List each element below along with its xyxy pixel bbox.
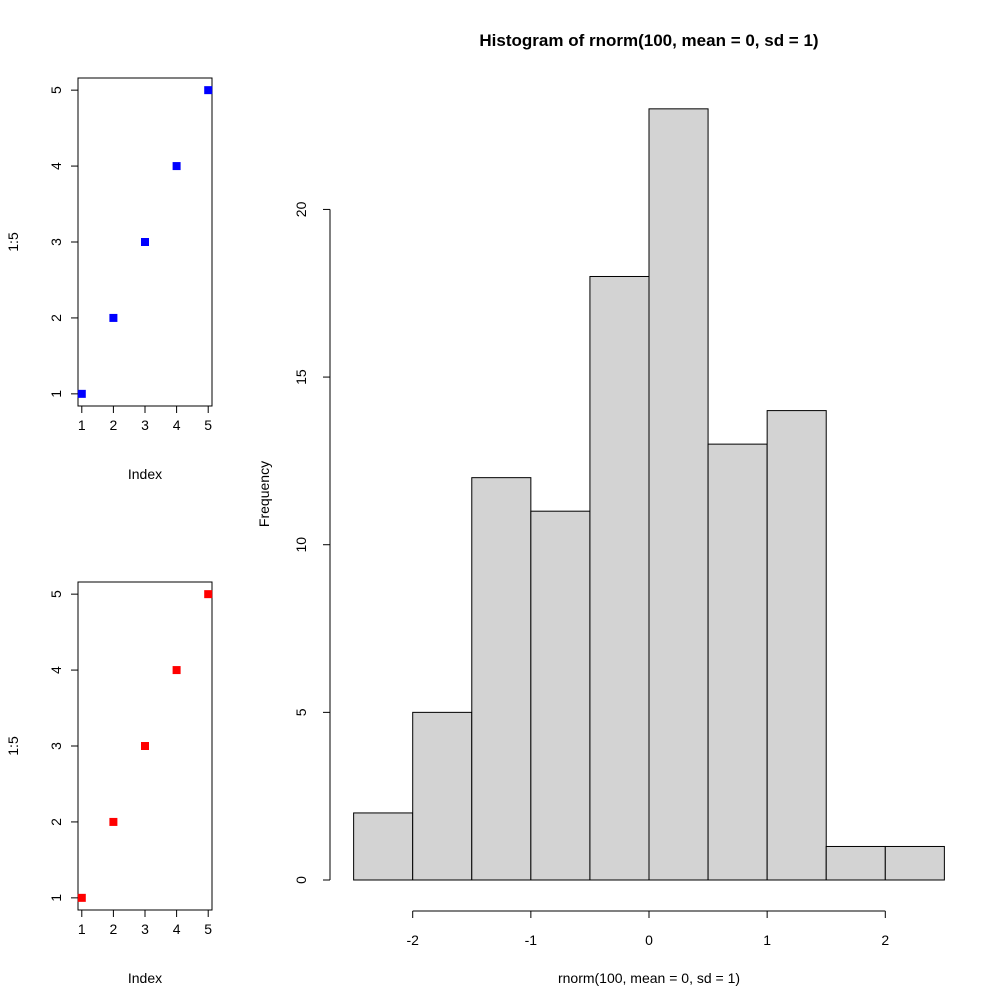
y-tick-label: 15 bbox=[293, 369, 309, 385]
x-tick-label: 3 bbox=[141, 921, 149, 937]
x-tick-label: 3 bbox=[141, 417, 149, 433]
x-axis-label: Index bbox=[128, 466, 162, 482]
histogram-bar bbox=[471, 477, 532, 881]
scatter-plot-red: Index 1:5 1 2 3 4 5 1 2 3 4 5 bbox=[5, 581, 213, 986]
histogram-bar bbox=[530, 510, 591, 881]
x-tick-label: 1 bbox=[78, 921, 86, 937]
y-tick-label: 1 bbox=[48, 390, 64, 398]
histogram-bar bbox=[825, 845, 886, 881]
x-tick-label: 2 bbox=[109, 921, 117, 937]
scatter-plot-blue: Index 1:5 1 2 3 4 5 1 2 3 4 5 bbox=[5, 77, 213, 482]
x-tick-label: -1 bbox=[525, 932, 538, 948]
x-axis-label: Index bbox=[128, 970, 162, 986]
data-point bbox=[77, 893, 86, 902]
data-point bbox=[204, 86, 213, 95]
data-point bbox=[172, 162, 181, 171]
histogram-bar bbox=[884, 845, 945, 881]
y-tick-label: 3 bbox=[48, 742, 64, 750]
data-point bbox=[204, 590, 213, 599]
x-tick-label: -2 bbox=[406, 932, 419, 948]
y-tick-label: 10 bbox=[293, 537, 309, 553]
y-tick-label: 0 bbox=[293, 876, 309, 884]
y-axis-label: 1:5 bbox=[5, 736, 21, 756]
histogram-bar bbox=[648, 108, 709, 881]
data-point bbox=[109, 817, 118, 826]
histogram-bar bbox=[412, 711, 473, 881]
y-tick-label: 20 bbox=[293, 201, 309, 217]
data-point bbox=[172, 666, 181, 675]
x-tick-label: 4 bbox=[173, 921, 181, 937]
histogram-bar bbox=[353, 812, 414, 881]
x-tick-label: 1 bbox=[763, 932, 771, 948]
x-tick-label: 5 bbox=[204, 921, 212, 937]
data-point bbox=[109, 313, 118, 322]
y-axis-label: Frequency bbox=[256, 461, 272, 527]
y-tick-label: 2 bbox=[48, 314, 64, 322]
data-point bbox=[77, 389, 86, 398]
histogram-bar bbox=[766, 410, 827, 881]
x-tick-label: 2 bbox=[881, 932, 889, 948]
y-tick-label: 4 bbox=[48, 666, 64, 674]
x-tick-label: 0 bbox=[645, 932, 653, 948]
y-tick-label: 3 bbox=[48, 238, 64, 246]
data-point bbox=[141, 742, 149, 750]
data-point bbox=[141, 238, 149, 246]
x-tick-label: 4 bbox=[173, 417, 181, 433]
x-tick-label: 2 bbox=[109, 417, 117, 433]
histogram-bar bbox=[707, 443, 768, 881]
y-tick-label: 5 bbox=[48, 86, 64, 94]
y-axis-label: 1:5 bbox=[5, 232, 21, 252]
y-tick-label: 5 bbox=[48, 590, 64, 598]
x-tick-label: 1 bbox=[78, 417, 86, 433]
x-axis-label: rnorm(100, mean = 0, sd = 1) bbox=[558, 970, 740, 986]
y-tick-label: 5 bbox=[293, 708, 309, 716]
y-tick-label: 2 bbox=[48, 818, 64, 826]
y-tick-label: 4 bbox=[48, 162, 64, 170]
histogram: Histogram of rnorm(100, mean = 0, sd = 1… bbox=[256, 31, 945, 986]
chart-title: Histogram of rnorm(100, mean = 0, sd = 1… bbox=[479, 31, 818, 50]
histogram-bar bbox=[589, 275, 650, 881]
y-tick-label: 1 bbox=[48, 894, 64, 902]
x-tick-label: 5 bbox=[204, 417, 212, 433]
